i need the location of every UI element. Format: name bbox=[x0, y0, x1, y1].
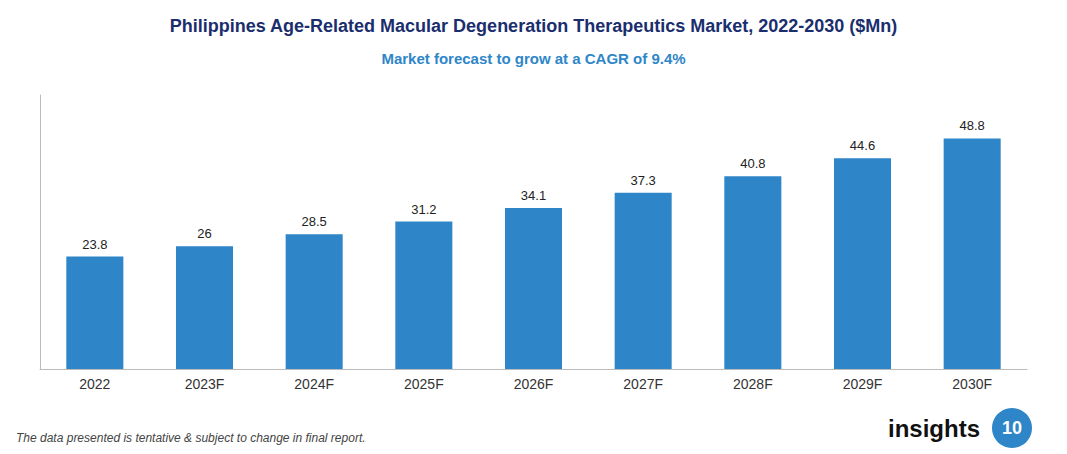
svg-text:40.8: 40.8 bbox=[740, 156, 765, 171]
svg-text:28.5: 28.5 bbox=[302, 214, 327, 229]
svg-text:34.1: 34.1 bbox=[521, 188, 546, 203]
svg-text:10: 10 bbox=[1002, 418, 1022, 438]
svg-text:2025F: 2025F bbox=[404, 376, 444, 392]
svg-text:2029F: 2029F bbox=[843, 376, 883, 392]
svg-text:48.8: 48.8 bbox=[960, 118, 985, 133]
svg-text:Philippines Age-Related Macula: Philippines Age-Related Macular Degenera… bbox=[170, 16, 898, 36]
svg-text:2026F: 2026F bbox=[514, 376, 554, 392]
svg-text:44.6: 44.6 bbox=[850, 138, 875, 153]
svg-text:The data presented is tentativ: The data presented is tentative & subjec… bbox=[16, 431, 366, 445]
svg-text:31.2: 31.2 bbox=[411, 202, 436, 217]
svg-text:26: 26 bbox=[197, 226, 211, 241]
svg-text:2022: 2022 bbox=[79, 376, 110, 392]
svg-text:2024F: 2024F bbox=[294, 376, 334, 392]
svg-text:Market forecast to grow at a C: Market forecast to grow at a CAGR of 9.4… bbox=[381, 50, 685, 67]
svg-text:2030F: 2030F bbox=[952, 376, 992, 392]
svg-text:2027F: 2027F bbox=[623, 376, 663, 392]
svg-text:insights: insights bbox=[888, 415, 980, 442]
svg-text:2028F: 2028F bbox=[733, 376, 773, 392]
svg-text:2023F: 2023F bbox=[185, 376, 225, 392]
svg-text:37.3: 37.3 bbox=[631, 173, 656, 188]
svg-text:23.8: 23.8 bbox=[82, 237, 107, 252]
